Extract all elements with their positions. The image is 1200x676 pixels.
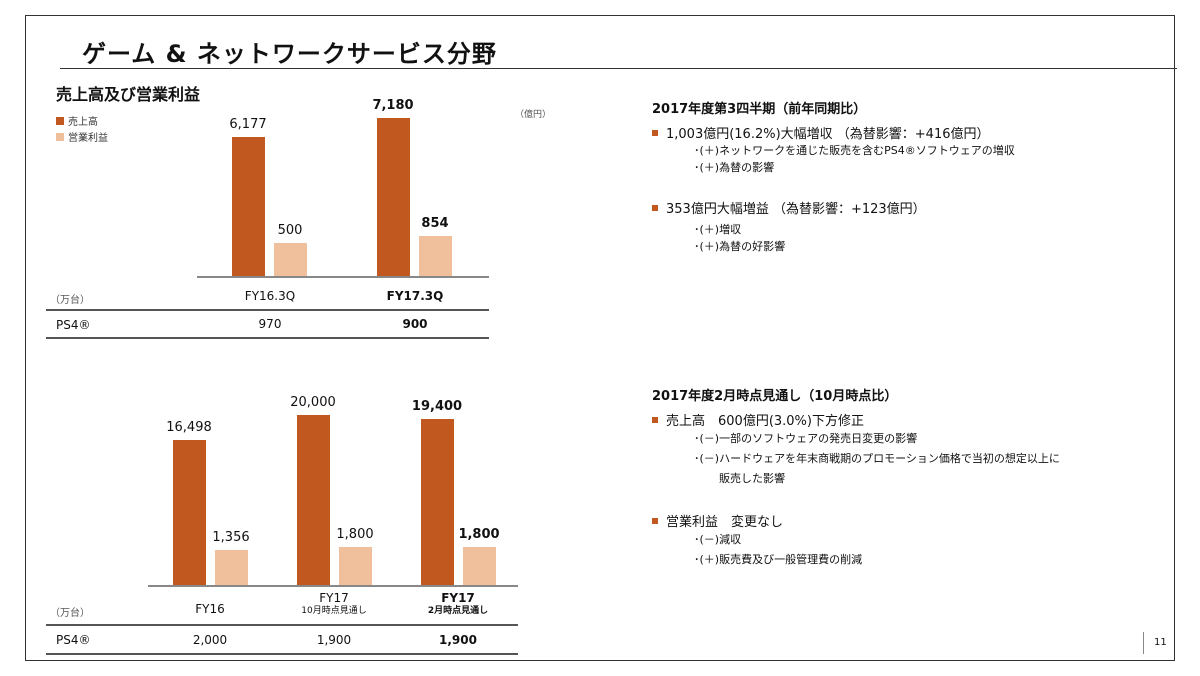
bar-revenue: [173, 440, 206, 585]
table-cell: 970: [258, 317, 282, 331]
bar-revenue: [232, 137, 265, 276]
q3-summary: 2017年度第3四半期（前年同期比） 1,003億円(16.2%)大幅増収 （為…: [652, 98, 1015, 255]
data-label: 500: [277, 222, 303, 238]
category-sublabel: 2月時点見通し: [427, 606, 489, 616]
table-unit: （万台）: [50, 295, 90, 306]
data-label: 6,177: [229, 117, 267, 133]
table-unit: （万台）: [50, 608, 90, 619]
legend-revenue: 売上高: [56, 113, 98, 128]
bar-operating-income: [419, 236, 452, 276]
table-cell: 1,900: [316, 633, 352, 647]
sub-bullet: ･(＋)ネットワークを通じた販売を含むPS4®ソフトウェアの増収: [694, 144, 1015, 157]
table-row-label: PS4®: [56, 318, 91, 332]
category-label: FY16.3Q: [244, 289, 296, 303]
forecast-summary: 2017年度2月時点見通し（10月時点比） 売上高 600億円(3.0%)下方修…: [652, 385, 1060, 570]
bar-revenue: [377, 118, 410, 276]
title-underline: [60, 68, 1177, 69]
sub-bullet: ･(＋)為替の影響: [694, 161, 775, 174]
bullet-square-icon: [652, 517, 658, 524]
x-axis: [148, 585, 518, 587]
page-number: 11: [1143, 632, 1167, 654]
sub-bullet: 販売した影響: [708, 472, 785, 485]
data-label: 16,498: [166, 420, 212, 436]
sub-bullet: ･(＋)増収: [694, 223, 742, 236]
bullet-text: 営業利益 変更なし: [666, 515, 784, 530]
table-cell: 1,900: [439, 633, 477, 647]
category-label: FY17 2月時点見通し: [428, 592, 488, 618]
unit-label: （億円）: [515, 110, 552, 120]
bullet-text: 1,003億円(16.2%)大幅増収 （為替影響：+416億円）: [666, 127, 990, 142]
sub-bullet: ･(－)減収: [694, 533, 742, 546]
table-cell: 900: [402, 317, 428, 331]
legend-swatch: [56, 116, 64, 125]
data-label: 7,180: [372, 98, 414, 114]
slide-frame: [25, 15, 1175, 661]
data-label: 1,800: [336, 526, 374, 542]
data-label: 19,400: [411, 399, 463, 415]
data-label: 1,800: [458, 526, 500, 542]
table-row-label: PS4®: [56, 633, 91, 647]
sub-bullet: ･(＋)販売費及び一般管理費の削減: [694, 553, 863, 566]
bar-operating-income: [274, 242, 307, 276]
bar-operating-income: [339, 546, 372, 585]
category-name: FY17: [319, 591, 349, 605]
bullet: 売上高 600億円(3.0%)下方修正: [652, 410, 1060, 429]
data-label: 20,000: [290, 394, 336, 410]
legend-operating-income: 営業利益: [56, 129, 108, 144]
sub-bullet: ･(－)一部のソフトウェアの発売日変更の影響: [694, 432, 918, 445]
legend-label: 売上高: [68, 117, 98, 128]
bar-operating-income: [215, 550, 248, 585]
bullet: 1,003億円(16.2%)大幅増収 （為替影響：+416億円）: [652, 123, 1015, 142]
chart-title: 売上高及び営業利益: [56, 85, 201, 104]
legend-label: 営業利益: [68, 133, 108, 144]
data-label: 1,356: [212, 530, 250, 546]
x-axis: [197, 276, 489, 278]
bullet-text: 売上高 600億円(3.0%)下方修正: [666, 414, 864, 429]
category-name: FY17: [441, 591, 475, 605]
sub-bullet: ･(－)ハードウェアを年末商戦期のプロモーション価格で当初の想定以上に: [694, 452, 1060, 465]
table-rule: [46, 309, 489, 311]
bullet: 営業利益 変更なし: [652, 511, 1060, 530]
legend-swatch: [56, 132, 64, 141]
category-sublabel: 10月時点見通し: [301, 606, 367, 616]
data-label: 854: [421, 216, 449, 232]
bullet: 353億円大幅増益 （為替影響：+123億円）: [652, 198, 1015, 217]
bar-revenue: [421, 419, 454, 585]
slide-title: ゲーム & ネットワークサービス分野: [82, 40, 497, 68]
section-heading: 2017年度第3四半期（前年同期比）: [652, 102, 867, 117]
bullet-text: 353億円大幅増益 （為替影響：+123億円）: [666, 202, 926, 217]
bullet-square-icon: [652, 204, 658, 211]
table-rule: [46, 624, 518, 626]
section-heading: 2017年度2月時点見通し（10月時点比）: [652, 389, 898, 404]
table-cell: 2,000: [192, 633, 228, 647]
category-label: FY17.3Q: [386, 289, 444, 303]
category-label: FY17 10月時点見通し: [301, 592, 366, 618]
table-rule: [46, 653, 518, 655]
bullet-square-icon: [652, 129, 658, 136]
sub-bullet: ･(＋)為替の好影響: [694, 240, 786, 253]
bar-operating-income: [463, 546, 496, 585]
bullet-square-icon: [652, 416, 658, 423]
table-rule: [46, 337, 489, 339]
category-label: FY16: [195, 602, 225, 616]
bar-revenue: [297, 414, 330, 585]
